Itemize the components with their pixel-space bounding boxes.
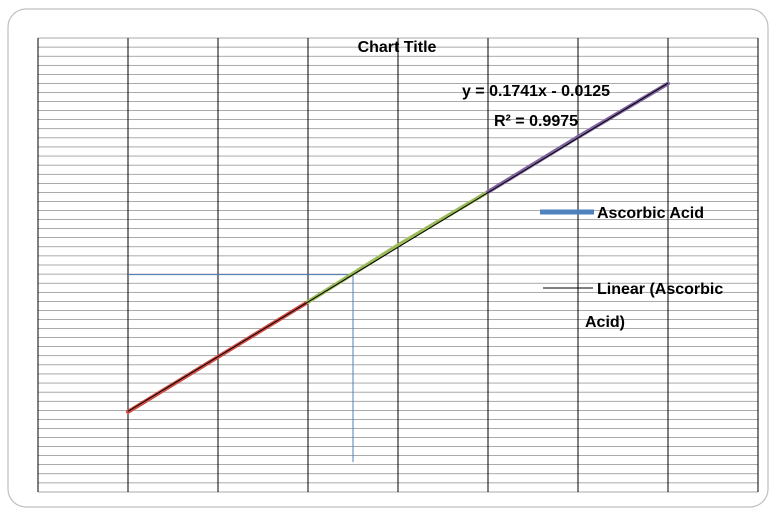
trendline-linear: [127, 82, 669, 412]
legend-label-linear-trendline-line1: Linear (Ascorbic: [597, 281, 723, 298]
series-segment-ascorbic-acid: [486, 134, 580, 194]
series-segment-ascorbic-acid: [396, 189, 490, 248]
chart-frame: [7, 8, 769, 508]
trendline-equation-label: y = 0.1741x - 0.0125: [462, 83, 610, 100]
trendline-r-squared-label: R² = 0.9975: [494, 113, 578, 130]
legend-label-ascorbic-acid: Ascorbic Acid: [597, 205, 704, 222]
legend-label-linear-trendline-line2: Acid): [585, 314, 625, 331]
chart-title: Chart Title: [358, 39, 437, 56]
